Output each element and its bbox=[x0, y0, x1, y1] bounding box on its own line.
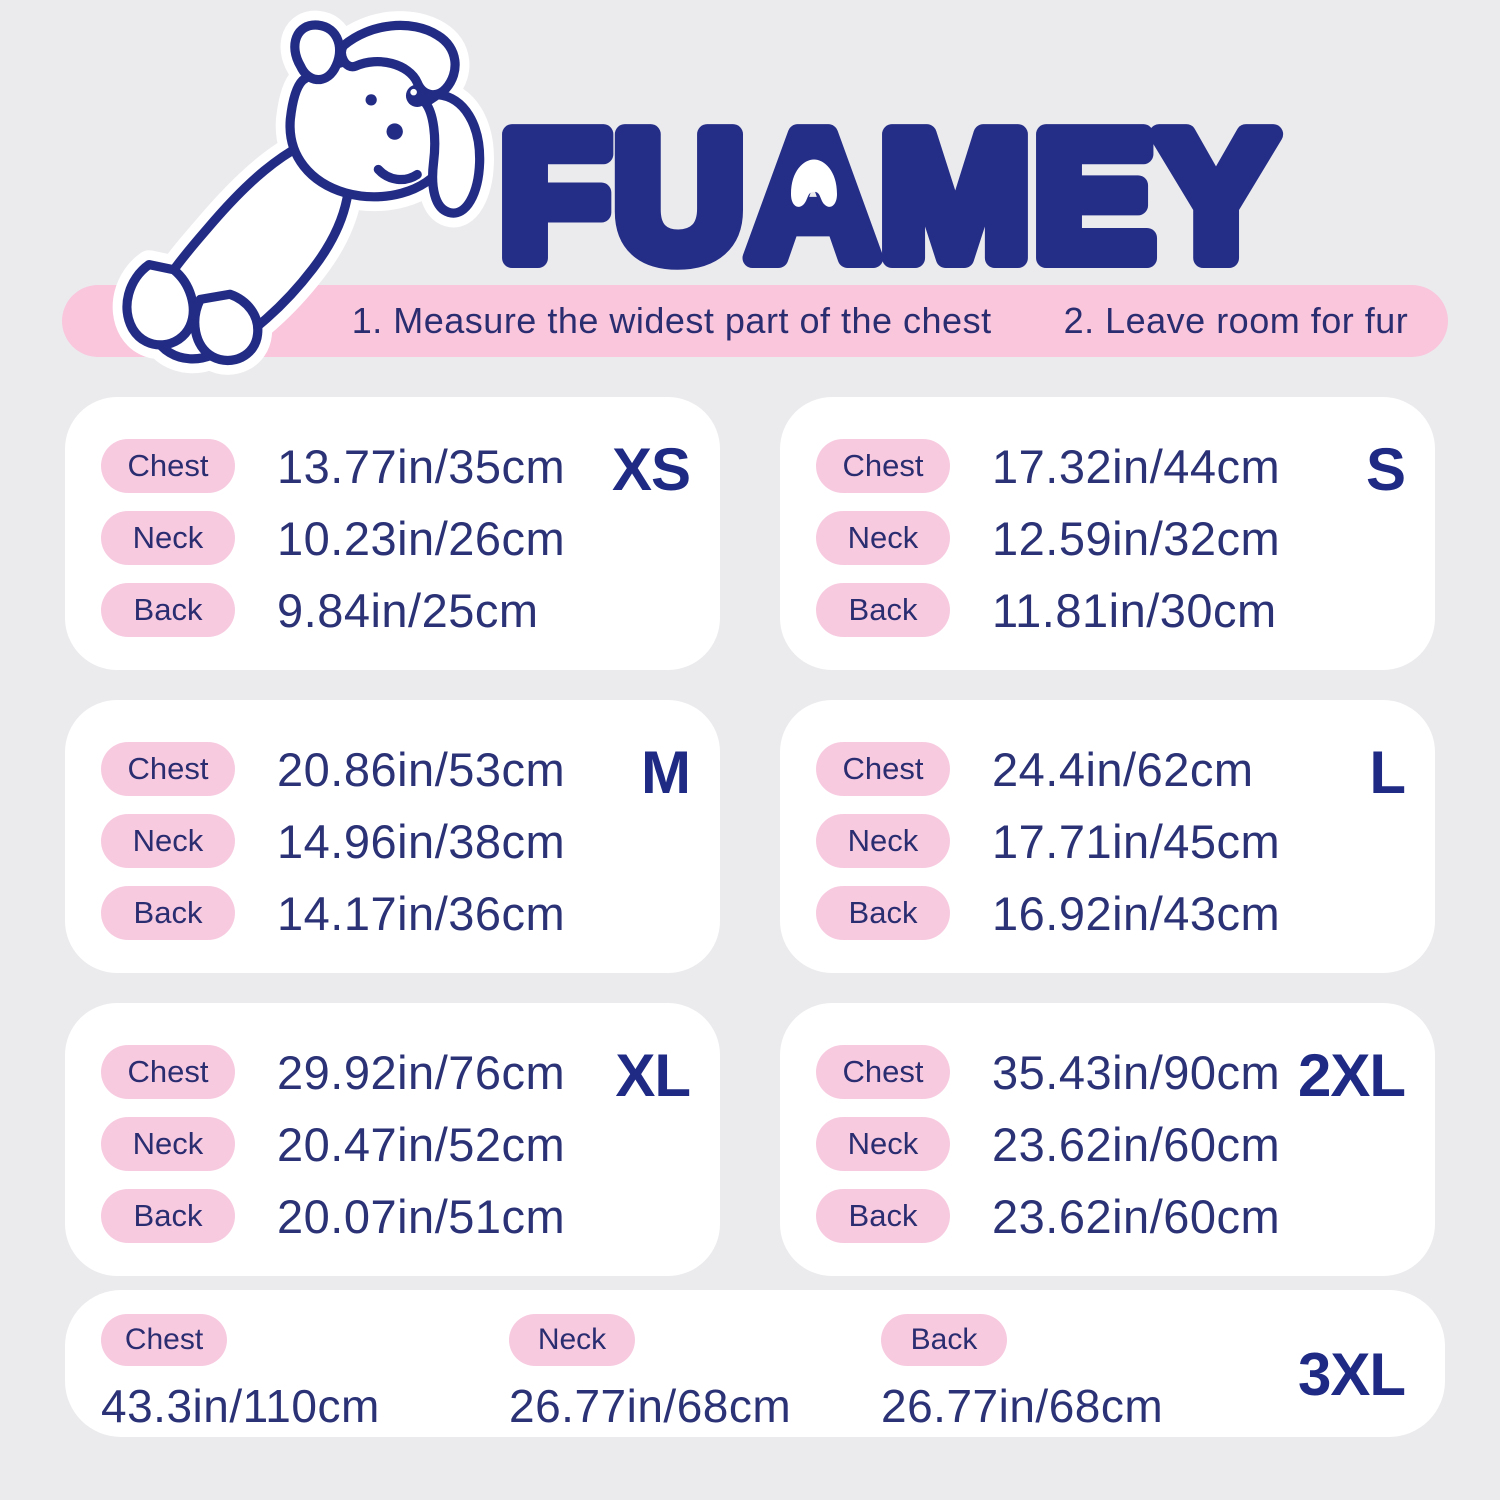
neck-value: 14.96in/38cm bbox=[277, 814, 566, 868]
back-value: 20.07in/51cm bbox=[277, 1189, 566, 1243]
size-card-xs: Chest 13.77in/35cm Neck 10.23in/26cm Bac… bbox=[65, 397, 720, 670]
chest-column: Chest 43.3in/110cm bbox=[101, 1314, 509, 1437]
chest-label-pill: Chest bbox=[101, 742, 235, 796]
size-card-s: Chest 17.32in/44cm Neck 12.59in/32cm Bac… bbox=[780, 397, 1435, 670]
neck-row: Neck 10.23in/26cm bbox=[101, 511, 692, 565]
neck-value: 23.62in/60cm bbox=[992, 1117, 1281, 1171]
chest-label-pill: Chest bbox=[816, 742, 950, 796]
chest-label-pill: Chest bbox=[816, 439, 950, 493]
back-row: Back 16.92in/43cm bbox=[816, 886, 1407, 940]
back-value: 16.92in/43cm bbox=[992, 886, 1281, 940]
size-card-2xl: Chest 35.43in/90cm Neck 23.62in/60cm Bac… bbox=[780, 1003, 1435, 1276]
size-badge: 3XL bbox=[1297, 1341, 1406, 1408]
back-column: Back 26.77in/68cm bbox=[881, 1314, 1298, 1437]
neck-label-pill: Neck bbox=[101, 814, 235, 868]
neck-row: Neck 14.96in/38cm bbox=[101, 814, 692, 868]
chest-value: 43.3in/110cm bbox=[101, 1380, 380, 1432]
neck-label-pill: Neck bbox=[816, 511, 950, 565]
back-label-pill: Back bbox=[101, 583, 235, 637]
chest-row: Chest 35.43in/90cm bbox=[816, 1045, 1407, 1099]
size-card-l: Chest 24.4in/62cm Neck 17.71in/45cm Back… bbox=[780, 700, 1435, 973]
back-row: Back 20.07in/51cm bbox=[101, 1189, 692, 1243]
back-label-pill: Back bbox=[101, 886, 235, 940]
back-row: Back 11.81in/30cm bbox=[816, 583, 1407, 637]
chest-row: Chest 29.92in/76cm bbox=[101, 1045, 692, 1099]
neck-value: 17.71in/45cm bbox=[992, 814, 1281, 868]
chest-value: 17.32in/44cm bbox=[992, 439, 1281, 493]
back-label-pill: Back bbox=[816, 886, 950, 940]
neck-label-pill: Neck bbox=[816, 814, 950, 868]
neck-value: 26.77in/68cm bbox=[509, 1380, 792, 1432]
size-badge: XL bbox=[615, 1042, 691, 1109]
chest-value: 13.77in/35cm bbox=[277, 439, 566, 493]
chest-row: Chest 24.4in/62cm bbox=[816, 742, 1407, 796]
chest-label-pill: Chest bbox=[101, 439, 235, 493]
size-badge: M bbox=[641, 739, 691, 806]
chest-value: 35.43in/90cm bbox=[992, 1045, 1281, 1099]
back-row: Back 23.62in/60cm bbox=[816, 1189, 1407, 1243]
chest-value: 20.86in/53cm bbox=[277, 742, 566, 796]
neck-value: 10.23in/26cm bbox=[277, 511, 566, 565]
back-value: 11.81in/30cm bbox=[992, 583, 1277, 637]
instructions-banner: 1. Measure the widest part of the chest … bbox=[62, 285, 1448, 357]
logo-letter: Y bbox=[1156, 96, 1276, 297]
back-value: 9.84in/25cm bbox=[277, 583, 539, 637]
size-badge: 2XL bbox=[1297, 1042, 1406, 1109]
neck-label-pill: Neck bbox=[101, 1117, 235, 1171]
neck-column: Neck 26.77in/68cm bbox=[509, 1314, 881, 1437]
neck-value: 20.47in/52cm bbox=[277, 1117, 566, 1171]
size-badge: L bbox=[1369, 739, 1406, 806]
neck-row: Neck 23.62in/60cm bbox=[816, 1117, 1407, 1171]
instruction-step-2: 2. Leave room for fur bbox=[1063, 300, 1409, 341]
chest-label-pill: Chest bbox=[816, 1045, 950, 1099]
back-label-pill: Back bbox=[101, 1189, 235, 1243]
logo-letter: U bbox=[614, 96, 744, 297]
back-value: 26.77in/68cm bbox=[881, 1380, 1164, 1432]
jumping-dog-icon bbox=[112, 10, 494, 375]
logo-letter: M bbox=[880, 96, 1030, 297]
size-badge: XS bbox=[611, 436, 691, 503]
dog-nose-icon bbox=[791, 159, 837, 207]
neck-value: 12.59in/32cm bbox=[992, 511, 1281, 565]
chest-row: Chest 20.86in/53cm bbox=[101, 742, 692, 796]
size-card-3xl: Chest 43.3in/110cm Neck 26.77in/68cm Bac… bbox=[65, 1290, 1445, 1437]
chest-value: 24.4in/62cm bbox=[992, 742, 1254, 796]
back-row: Back 9.84in/25cm bbox=[101, 583, 692, 637]
logo-letter: F bbox=[500, 96, 610, 297]
logo-letter: E bbox=[1034, 96, 1154, 297]
size-cards-grid: Chest 13.77in/35cm Neck 10.23in/26cm Bac… bbox=[65, 397, 1435, 1276]
back-label-pill: Back bbox=[816, 583, 950, 637]
neck-row: Neck 12.59in/32cm bbox=[816, 511, 1407, 565]
size-badge: S bbox=[1365, 436, 1406, 503]
chest-row: Chest 17.32in/44cm bbox=[816, 439, 1407, 493]
chest-value: 29.92in/76cm bbox=[277, 1045, 566, 1099]
chest-label-pill: Chest bbox=[101, 1314, 227, 1366]
chest-row: Chest 13.77in/35cm bbox=[101, 439, 692, 493]
back-value: 14.17in/36cm bbox=[277, 886, 566, 940]
back-label-pill: Back bbox=[816, 1189, 950, 1243]
instruction-step-1: 1. Measure the widest part of the chest bbox=[351, 300, 992, 341]
chest-label-pill: Chest bbox=[101, 1045, 235, 1099]
size-card-xl: Chest 29.92in/76cm Neck 20.47in/52cm Bac… bbox=[65, 1003, 720, 1276]
brand-logo: F U A M E Y bbox=[490, 86, 1286, 300]
size-card-m: Chest 20.86in/53cm Neck 14.96in/38cm Bac… bbox=[65, 700, 720, 973]
neck-row: Neck 17.71in/45cm bbox=[816, 814, 1407, 868]
back-value: 23.62in/60cm bbox=[992, 1189, 1281, 1243]
neck-label-pill: Neck bbox=[101, 511, 235, 565]
neck-label-pill: Neck bbox=[509, 1314, 635, 1366]
back-row: Back 14.17in/36cm bbox=[101, 886, 692, 940]
logo-letter: A bbox=[748, 96, 878, 297]
neck-label-pill: Neck bbox=[816, 1117, 950, 1171]
neck-row: Neck 20.47in/52cm bbox=[101, 1117, 692, 1171]
back-label-pill: Back bbox=[881, 1314, 1007, 1366]
